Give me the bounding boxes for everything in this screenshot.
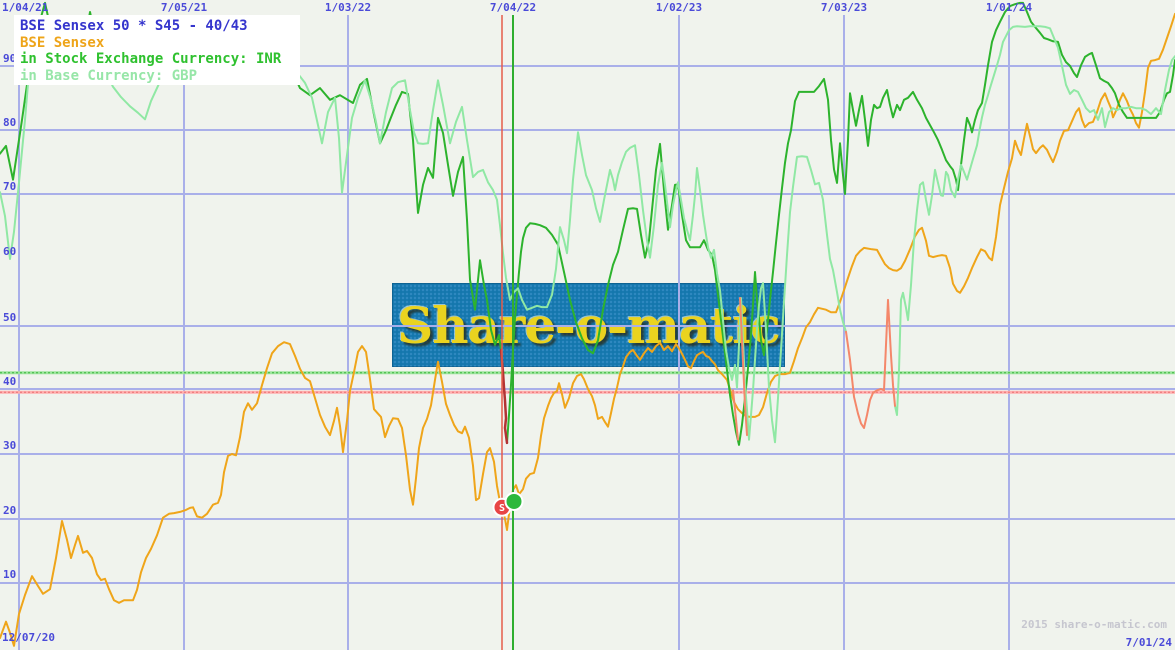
undefined — [513, 15, 650, 513]
series-in-base-currency-gbp-part-b- — [894, 25, 1175, 416]
y-axis-label: 50 — [3, 311, 17, 324]
series-in-stock-exchange-currency-inr-part-b- — [506, 1, 1175, 446]
y-axis-label: 10 — [3, 568, 17, 581]
series-alert-segment-salmon-3 — [845, 298, 896, 429]
series-alert-segment-salmon-2 — [739, 297, 748, 437]
chart-legend: BSE Sensex 50 * S45 - 40/43 BSE Sensex in … — [14, 15, 300, 85]
copyright-text: 2015 share-o-matic.com — [1021, 618, 1167, 631]
legend-item: BSE Sensex — [20, 34, 105, 51]
x-axis-label: 1/04/21 — [2, 1, 49, 14]
y-axis-label: 90 — [3, 52, 17, 65]
x-axis-label: 1/01/24 — [985, 1, 1033, 14]
legend-item: BSE Sensex 50 * S45 - 40/43 — [20, 18, 248, 34]
y-axis-label: 20 — [3, 504, 17, 517]
y-axis-label: 80 — [3, 116, 17, 129]
y-axis-label: 30 — [3, 439, 17, 452]
x-axis-label: 1/03/22 — [324, 1, 372, 14]
x-axis-label: 7/03/23 — [820, 1, 868, 14]
y-axis-label: 40 — [3, 375, 17, 388]
series-end-date: 7/01/24 — [1125, 636, 1172, 649]
series-start-date: 12/07/20 — [2, 631, 55, 644]
y-axis-label: 70 — [3, 180, 17, 193]
series-bse-sensex — [0, 12, 1175, 647]
sell-marker-glyph: S — [499, 503, 505, 514]
legend-item: in Stock Exchange Currency: INR — [20, 51, 282, 67]
x-axis-label: 7/05/21 — [160, 1, 208, 14]
undefined — [502, 15, 650, 502]
x-axis-label: 7/04/22 — [489, 1, 537, 14]
y-axis-label: 60 — [3, 245, 17, 258]
series-alert-segment-salmon-1 — [732, 389, 739, 441]
x-axis-label: 1/02/23 — [655, 1, 703, 14]
series-alert-segment-maroon — [499, 348, 509, 445]
legend-item: in Base Currency: GBP — [20, 67, 198, 84]
buy-marker[interactable] — [506, 493, 522, 509]
